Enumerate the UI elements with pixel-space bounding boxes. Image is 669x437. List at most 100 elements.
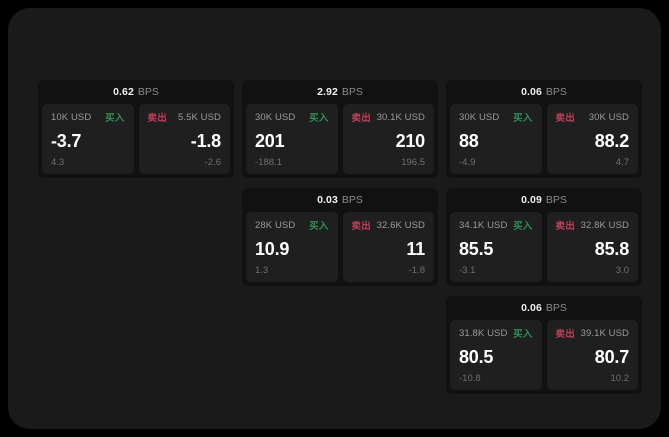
sell-panel[interactable]: 卖出 32.8K USD 85.8 3.0 — [546, 212, 638, 282]
bps-unit-label: BPS — [137, 86, 159, 98]
sell-side-label: 卖出 — [351, 113, 371, 124]
buy-panel[interactable]: 10K USD 买入 -3.7 4.3 — [42, 104, 134, 174]
buy-price: 201 — [255, 130, 285, 151]
buy-panel-header: 30K USD 买入 — [255, 111, 329, 125]
app-root: 0.62 BPS 10K USD 买入 -3.7 4.3 卖出 5.5K USD — [8, 8, 661, 429]
buy-size-label: 34.1K USD — [459, 219, 508, 231]
card-panels: 10K USD 买入 -3.7 4.3 卖出 5.5K USD -1.8 -2.… — [38, 104, 234, 178]
sell-size-label: 30.1K USD — [376, 111, 425, 123]
quote-card[interactable]: 0.06 BPS 30K USD 买入 88 -4.9 卖出 30K USD — [446, 80, 642, 178]
bps-value: 0.06 — [521, 302, 542, 314]
sell-panel-header: 卖出 30K USD — [555, 111, 630, 125]
sell-panel-header: 卖出 32.6K USD — [351, 219, 426, 233]
card-panels: 30K USD 买入 201 -188.1 卖出 30.1K USD 210 1… — [242, 104, 438, 178]
buy-size-label: 30K USD — [459, 111, 500, 123]
sell-delta: 196.5 — [401, 157, 425, 168]
sell-price: 85.8 — [594, 238, 629, 259]
sell-price: 11 — [406, 238, 425, 259]
buy-price: 10.9 — [255, 238, 290, 259]
buy-panel[interactable]: 31.8K USD 买入 80.5 -10.8 — [450, 320, 542, 390]
sell-panel[interactable]: 卖出 5.5K USD -1.8 -2.6 — [138, 104, 230, 174]
buy-size-label: 28K USD — [255, 219, 296, 231]
buy-side-label: 买入 — [513, 221, 533, 232]
buy-panel-header: 28K USD 买入 — [255, 219, 329, 233]
sell-panel-header: 卖出 32.8K USD — [555, 219, 630, 233]
card-header: 2.92 BPS — [242, 80, 438, 104]
buy-size-label: 30K USD — [255, 111, 296, 123]
card-header: 0.06 BPS — [446, 80, 642, 104]
buy-side-label: 买入 — [513, 113, 533, 124]
bps-unit-label: BPS — [545, 86, 567, 98]
bps-unit-label: BPS — [545, 302, 567, 314]
card-panels: 31.8K USD 买入 80.5 -10.8 卖出 39.1K USD 80.… — [446, 320, 642, 394]
sell-price: 80.7 — [594, 346, 629, 367]
card-header: 0.06 BPS — [446, 296, 642, 320]
sell-panel[interactable]: 卖出 39.1K USD 80.7 10.2 — [546, 320, 638, 390]
buy-delta: -10.8 — [459, 373, 481, 384]
bps-value: 0.03 — [317, 194, 338, 206]
bps-value: 0.62 — [113, 86, 134, 98]
card-panels: 30K USD 买入 88 -4.9 卖出 30K USD 88.2 4.7 — [446, 104, 642, 178]
quote-card[interactable]: 0.09 BPS 34.1K USD 买入 85.5 -3.1 卖出 32.8K… — [446, 188, 642, 286]
sell-size-label: 5.5K USD — [177, 111, 221, 123]
quote-card[interactable]: 2.92 BPS 30K USD 买入 201 -188.1 卖出 30.1K … — [242, 80, 438, 178]
bps-unit-label: BPS — [341, 86, 363, 98]
quote-card[interactable]: 0.62 BPS 10K USD 买入 -3.7 4.3 卖出 5.5K USD — [38, 80, 234, 178]
bps-unit-label: BPS — [341, 194, 363, 206]
buy-panel-header: 31.8K USD 买入 — [459, 327, 533, 341]
buy-side-label: 买入 — [513, 329, 533, 340]
quote-board: 0.62 BPS 10K USD 买入 -3.7 4.3 卖出 5.5K USD — [38, 80, 642, 400]
bps-unit-label: BPS — [545, 194, 567, 206]
buy-side-label: 买入 — [105, 113, 125, 124]
sell-price: -1.8 — [190, 130, 221, 151]
sell-panel-header: 卖出 30.1K USD — [351, 111, 426, 125]
buy-panel[interactable]: 30K USD 买入 201 -188.1 — [246, 104, 338, 174]
card-header: 0.62 BPS — [38, 80, 234, 104]
bps-value: 0.09 — [521, 194, 542, 206]
card-panels: 28K USD 买入 10.9 1.3 卖出 32.6K USD 11 -1.8 — [242, 212, 438, 286]
card-header: 0.03 BPS — [242, 188, 438, 212]
buy-delta: 4.3 — [51, 157, 65, 168]
buy-side-label: 买入 — [309, 221, 329, 232]
card-header: 0.09 BPS — [446, 188, 642, 212]
sell-panel[interactable]: 卖出 30.1K USD 210 196.5 — [342, 104, 434, 174]
buy-price: 80.5 — [459, 346, 494, 367]
sell-side-label: 卖出 — [555, 113, 575, 124]
sell-delta: 4.7 — [615, 157, 629, 168]
buy-panel-header: 34.1K USD 买入 — [459, 219, 533, 233]
sell-size-label: 30K USD — [588, 111, 629, 123]
buy-price: -3.7 — [51, 130, 82, 151]
bps-value: 2.92 — [317, 86, 338, 98]
sell-size-label: 32.8K USD — [580, 219, 629, 231]
card-panels: 34.1K USD 买入 85.5 -3.1 卖出 32.8K USD 85.8… — [446, 212, 642, 286]
sell-price: 210 — [395, 130, 426, 151]
bps-value: 0.06 — [521, 86, 542, 98]
buy-delta: -3.1 — [459, 265, 476, 276]
sell-size-label: 32.6K USD — [376, 219, 425, 231]
sell-size-label: 39.1K USD — [580, 327, 629, 339]
quote-card[interactable]: 0.06 BPS 31.8K USD 买入 80.5 -10.8 卖出 39.1… — [446, 296, 642, 394]
buy-price: 85.5 — [459, 238, 494, 259]
sell-delta: 10.2 — [610, 373, 630, 384]
buy-panel[interactable]: 34.1K USD 买入 85.5 -3.1 — [450, 212, 542, 282]
buy-size-label: 31.8K USD — [459, 327, 508, 339]
buy-price: 88 — [459, 130, 479, 151]
buy-panel[interactable]: 30K USD 买入 88 -4.9 — [450, 104, 542, 174]
sell-panel[interactable]: 卖出 32.6K USD 11 -1.8 — [342, 212, 434, 282]
buy-delta: -188.1 — [255, 157, 282, 168]
quote-card[interactable]: 0.03 BPS 28K USD 买入 10.9 1.3 卖出 32.6K US… — [242, 188, 438, 286]
sell-side-label: 卖出 — [555, 221, 575, 232]
sell-side-label: 卖出 — [351, 221, 371, 232]
sell-price: 88.2 — [594, 130, 629, 151]
sell-panel-header: 卖出 5.5K USD — [147, 111, 222, 125]
sell-delta: -1.8 — [408, 265, 425, 276]
buy-panel[interactable]: 28K USD 买入 10.9 1.3 — [246, 212, 338, 282]
sell-delta: 3.0 — [615, 265, 629, 276]
buy-size-label: 10K USD — [51, 111, 92, 123]
buy-panel-header: 30K USD 买入 — [459, 111, 533, 125]
sell-side-label: 卖出 — [147, 113, 167, 124]
buy-delta: -4.9 — [459, 157, 476, 168]
buy-panel-header: 10K USD 买入 — [51, 111, 125, 125]
buy-side-label: 买入 — [309, 113, 329, 124]
sell-panel[interactable]: 卖出 30K USD 88.2 4.7 — [546, 104, 638, 174]
